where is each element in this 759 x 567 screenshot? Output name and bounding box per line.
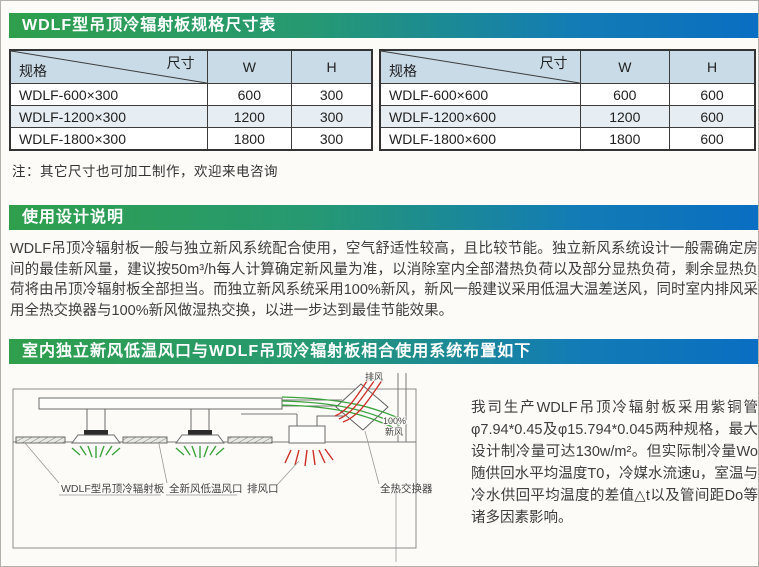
spec-cell: WDLF-1200×300 bbox=[9, 105, 208, 128]
label-exhaust-air: 排风 bbox=[365, 371, 383, 382]
corner-label-size: 尺寸 bbox=[539, 55, 568, 71]
spec-cell: WDLF-1800×600 bbox=[379, 127, 581, 151]
room-outline bbox=[12, 388, 417, 549]
spec-cell: WDLF-1200×600 bbox=[379, 105, 581, 128]
exhaust-air-stream bbox=[334, 374, 384, 423]
column-header-w: W bbox=[206, 49, 293, 84]
spec-cell: WDLF-600×300 bbox=[9, 83, 208, 106]
product-description: 我司生产WDLF吊顶冷辐射板采用紫铜管φ7.94*0.45及φ15.794*0.… bbox=[471, 400, 758, 526]
table-row: WDLF-600×600 600 600 bbox=[379, 83, 756, 106]
label-exhaust-outlet: 排风口 bbox=[247, 482, 279, 495]
table-corner-header: 尺寸 规格 bbox=[9, 49, 208, 84]
fresh-air-diffuser bbox=[71, 409, 121, 444]
column-header-h: H bbox=[669, 49, 756, 84]
table-header-row: 尺寸 规格 W H bbox=[379, 49, 756, 84]
spec-cell: WDLF-600×600 bbox=[379, 83, 581, 106]
table-note: 注：其它尺寸也可加工制作，欢迎来电咨询 bbox=[12, 164, 278, 179]
h-cell: 600 bbox=[669, 105, 756, 128]
w-cell: 1200 bbox=[206, 105, 293, 128]
radiant-panel bbox=[15, 436, 273, 444]
w-cell: 1200 bbox=[579, 105, 671, 128]
h-cell: 600 bbox=[669, 83, 756, 106]
corner-label-spec: 规格 bbox=[19, 63, 47, 79]
section-header-spec-table: WDLF型吊顶冷辐射板规格尺寸表 bbox=[9, 13, 758, 38]
w-cell: 600 bbox=[206, 83, 293, 106]
supply-duct-beam bbox=[38, 397, 283, 410]
diagonal-divider bbox=[381, 51, 580, 83]
table-header-row: 尺寸 规格 W H bbox=[9, 49, 373, 84]
label-heat-exchanger: 全热交换器 bbox=[380, 482, 433, 495]
spec-tables: 尺寸 规格 W H WDLF-600×300 600 300 WDLF-1200… bbox=[9, 49, 756, 151]
w-cell: 1800 bbox=[579, 127, 671, 151]
supply-air-arrows bbox=[71, 445, 225, 458]
table-row: WDLF-1200×600 1200 600 bbox=[379, 105, 756, 128]
column-header-h: H bbox=[291, 49, 373, 84]
h-cell: 600 bbox=[669, 127, 756, 151]
leader-lines bbox=[24, 430, 397, 562]
label-fresh-outlet: 全新风低温风口 bbox=[169, 482, 243, 495]
corner-label-spec: 规格 bbox=[389, 63, 417, 79]
w-cell: 600 bbox=[579, 83, 671, 106]
spec-table-300: 尺寸 规格 W H WDLF-600×300 600 300 WDLF-1200… bbox=[9, 49, 373, 151]
usage-paragraph: WDLF吊顶冷辐射板一般与独立新风系统配合使用，空气舒适性较高，且比较节能。独立… bbox=[10, 241, 758, 319]
spec-table-600: 尺寸 规格 W H WDLF-600×600 600 600 WDLF-1200… bbox=[379, 49, 756, 151]
table-row: WDLF-1800×600 1800 600 bbox=[379, 127, 756, 151]
system-layout-diagram: 排风 100% 新风 WDLF型吊顶冷辐射板 全新风低温风口 排风口 全热交换器 bbox=[12, 370, 433, 562]
w-cell: 1800 bbox=[206, 127, 293, 151]
spec-cell: WDLF-1800×300 bbox=[9, 127, 208, 151]
heat-exchanger-symbol bbox=[281, 373, 407, 442]
table-row: WDLF-1800×300 1800 300 bbox=[9, 127, 373, 151]
label-fresh-air: 新风 bbox=[385, 426, 403, 437]
label-radiant-panel: WDLF型吊顶冷辐射板 bbox=[61, 482, 165, 495]
corner-label-size: 尺寸 bbox=[166, 55, 195, 71]
column-header-w: W bbox=[579, 49, 671, 84]
table-corner-header: 尺寸 规格 bbox=[379, 49, 581, 84]
h-cell: 300 bbox=[291, 83, 373, 106]
h-cell: 300 bbox=[291, 127, 373, 151]
label-fresh-percent: 100% bbox=[383, 416, 406, 426]
fresh-air-diffuser bbox=[175, 409, 225, 444]
section-header-layout: 室内独立新风低温风口与WDLF吊顶冷辐射板相合使用系统布置如下 bbox=[9, 339, 758, 364]
table-row: WDLF-600×300 600 300 bbox=[9, 83, 373, 106]
fresh-air-stream bbox=[281, 396, 403, 430]
table-row: WDLF-1200×300 1200 300 bbox=[9, 105, 373, 128]
h-cell: 300 bbox=[291, 105, 373, 128]
diagonal-divider bbox=[11, 51, 207, 83]
exhaust-air-arrows bbox=[284, 448, 334, 467]
section-header-usage: 使用设计说明 bbox=[9, 205, 758, 230]
